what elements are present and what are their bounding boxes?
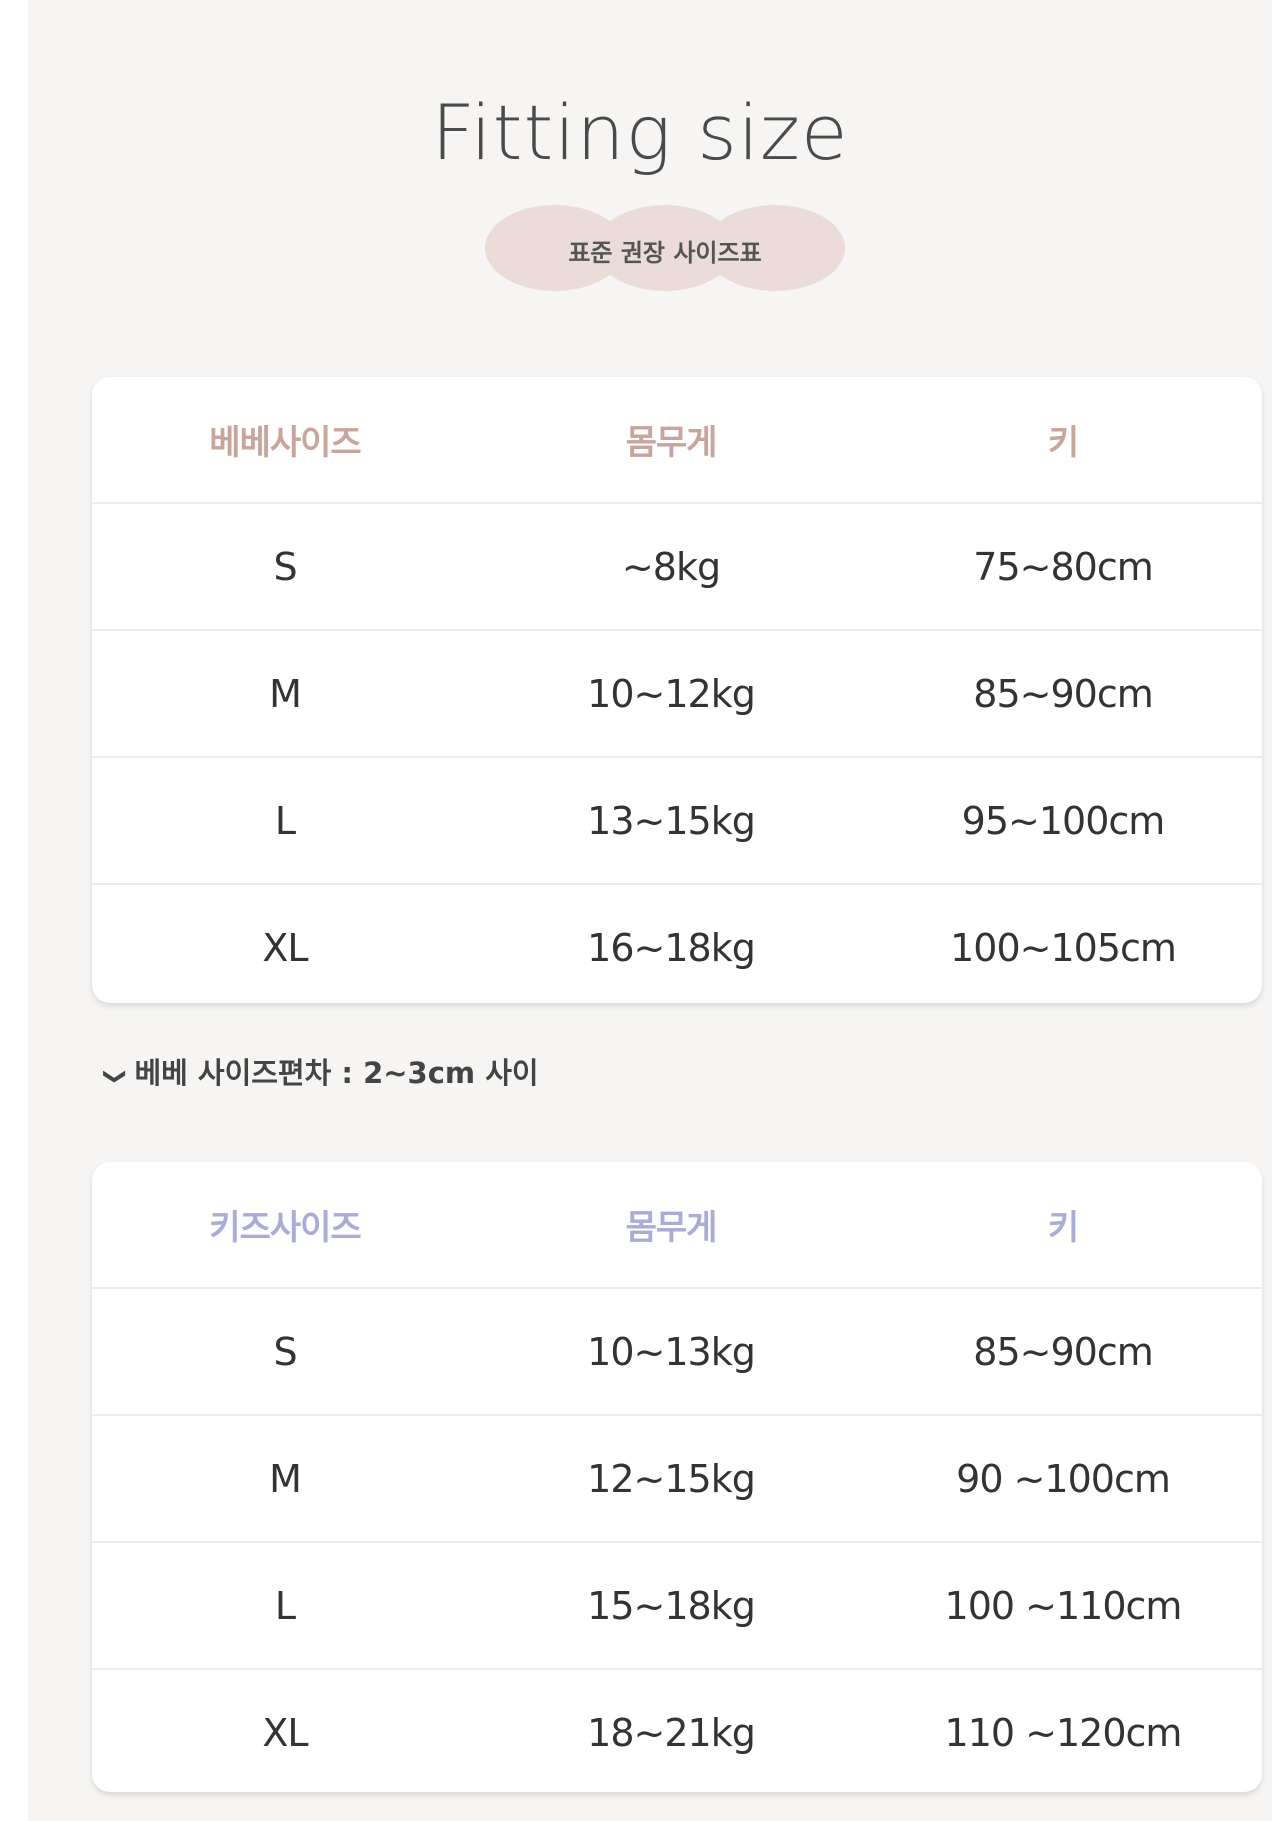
- weight-cell: 10~13kg: [587, 1329, 756, 1374]
- chevron-down-icon: ❯: [102, 1067, 128, 1086]
- header-size: 베베사이즈: [209, 423, 361, 463]
- page-title: Fitting size: [431, 88, 849, 177]
- subtitle-text: 표준 권장 사이즈표: [568, 239, 762, 267]
- table-header-row: 키즈사이즈 몸무게 키: [92, 1162, 1262, 1289]
- size-cell: M: [269, 671, 302, 716]
- table-header-row: 베베사이즈 몸무게 키: [92, 377, 1262, 504]
- kids-size-table: 키즈사이즈 몸무게 키 S 10~13kg 85~90cm M 12~15kg …: [92, 1162, 1262, 1792]
- weight-cell: 16~18kg: [587, 925, 756, 970]
- table-row: L 15~18kg 100 ~110cm: [92, 1543, 1262, 1670]
- weight-cell: 13~15kg: [587, 798, 756, 843]
- note-text: 베베 사이즈편차 : 2~3cm 사이: [134, 1056, 539, 1090]
- size-deviation-note: ❯ 베베 사이즈편차 : 2~3cm 사이: [102, 1050, 539, 1092]
- height-cell: 85~90cm: [973, 1329, 1153, 1374]
- table-row: M 10~12kg 85~90cm: [92, 631, 1262, 758]
- size-cell: XL: [262, 1710, 308, 1755]
- height-cell: 75~80cm: [973, 544, 1153, 589]
- size-cell: S: [273, 1329, 297, 1374]
- weight-cell: 12~15kg: [587, 1456, 756, 1501]
- header-weight: 몸무게: [625, 423, 718, 463]
- height-cell: 100~105cm: [950, 925, 1177, 970]
- height-cell: 90 ~100cm: [956, 1456, 1171, 1501]
- height-cell: 100 ~110cm: [944, 1583, 1183, 1628]
- weight-cell: 18~21kg: [587, 1710, 756, 1755]
- badge-blob: [705, 205, 845, 291]
- table-row: XL 18~21kg 110 ~120cm: [92, 1670, 1262, 1792]
- table-row: S 10~13kg 85~90cm: [92, 1289, 1262, 1416]
- height-cell: 110 ~120cm: [944, 1710, 1183, 1755]
- table-row: S ~8kg 75~80cm: [92, 504, 1262, 631]
- subtitle-badge: 표준 권장 사이즈표: [485, 205, 845, 291]
- table-row: XL 16~18kg 100~105cm: [92, 885, 1262, 1003]
- weight-cell: 15~18kg: [587, 1583, 756, 1628]
- weight-cell: ~8kg: [621, 544, 721, 589]
- bebe-size-table: 베베사이즈 몸무게 키 S ~8kg 75~80cm M 10~12kg 85~…: [92, 377, 1262, 1003]
- size-cell: L: [274, 798, 296, 843]
- height-cell: 95~100cm: [961, 798, 1166, 843]
- size-cell: M: [269, 1456, 302, 1501]
- table-row: M 12~15kg 90 ~100cm: [92, 1416, 1262, 1543]
- header-height: 키: [1047, 423, 1079, 463]
- header-height: 키: [1047, 1208, 1079, 1248]
- size-cell: S: [273, 544, 297, 589]
- size-cell: XL: [262, 925, 308, 970]
- height-cell: 85~90cm: [973, 671, 1153, 716]
- size-cell: L: [274, 1583, 296, 1628]
- weight-cell: 10~12kg: [587, 671, 756, 716]
- header-size: 키즈사이즈: [209, 1208, 361, 1248]
- header-weight: 몸무게: [625, 1208, 718, 1248]
- table-row: L 13~15kg 95~100cm: [92, 758, 1262, 885]
